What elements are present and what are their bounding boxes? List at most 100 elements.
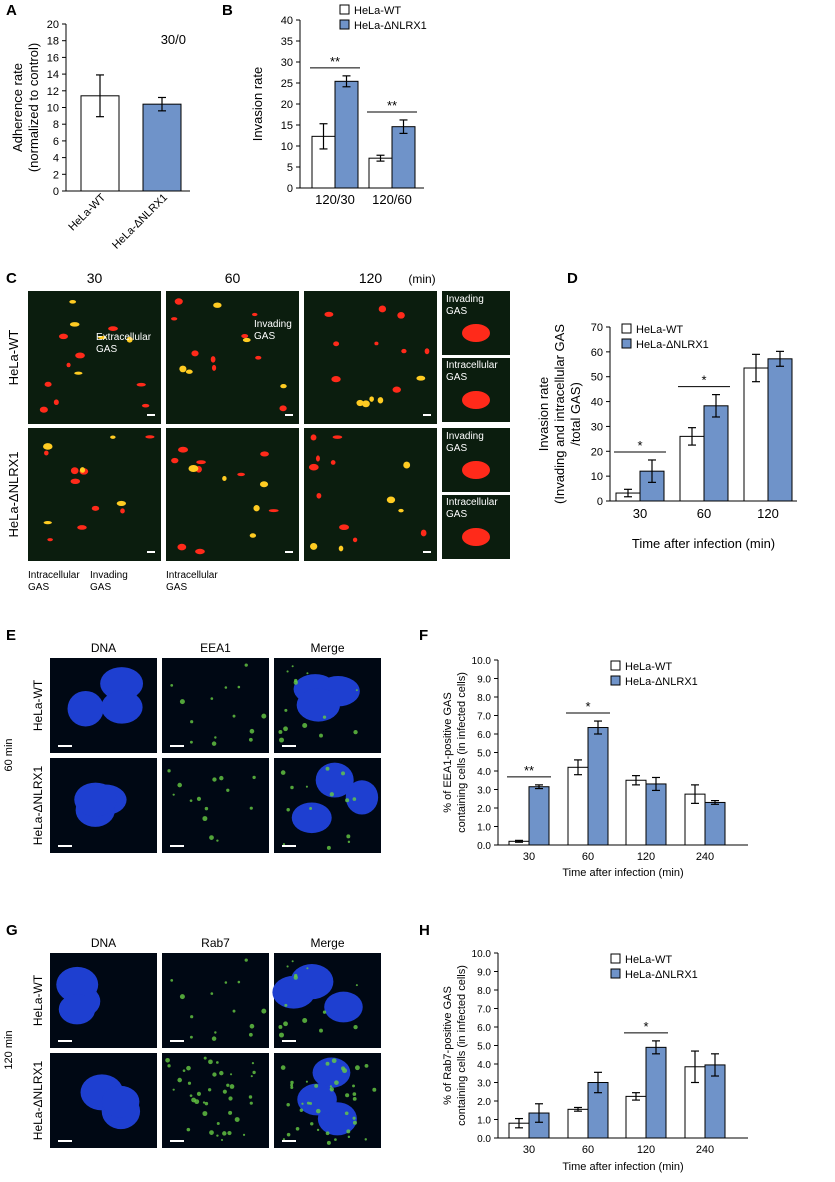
row-label: HeLa-WT [6, 330, 21, 386]
gas-particle [324, 311, 334, 317]
green-signal [293, 975, 298, 980]
y-tick-label: 50 [591, 372, 603, 384]
scale-bar [170, 745, 184, 747]
micrograph [28, 291, 161, 424]
green-signal [187, 1081, 192, 1085]
row-label: HeLa-ΔNLRX1 [6, 452, 21, 538]
green-signal [319, 733, 323, 738]
green-signal [278, 1024, 283, 1029]
bar [645, 783, 667, 846]
green-signal [172, 793, 175, 796]
green-signal [301, 1102, 304, 1105]
bar [334, 80, 359, 189]
y-axis-label: containing cells (in infected cells) [456, 672, 468, 833]
green-signal [352, 1120, 357, 1125]
unit-label: (min) [408, 272, 435, 286]
green-signal [291, 665, 294, 668]
green-signal [286, 807, 290, 812]
micrograph [162, 1053, 269, 1148]
green-signal [204, 806, 209, 811]
gas-particle [377, 397, 384, 404]
green-signal [186, 1065, 191, 1071]
legend-label: HeLa-WT [636, 324, 683, 336]
gas-particle [338, 545, 344, 552]
y-tick-label: 14 [47, 69, 59, 81]
scale-bar [58, 745, 72, 747]
green-signal [299, 1108, 304, 1112]
y-axis-label: (Invading and intracellular GAS [552, 324, 567, 504]
gas-particle [110, 435, 116, 439]
row-label: HeLa-ΔNLRX1 [31, 1060, 45, 1140]
micrograph [166, 291, 299, 424]
green-signal [179, 699, 185, 705]
bar [645, 1046, 667, 1139]
x-tick-label: 60 [582, 1144, 594, 1156]
green-signal [167, 769, 171, 773]
x-tick-label: 30 [523, 851, 535, 863]
green-signal [222, 1131, 227, 1136]
green-signal [261, 713, 267, 719]
panel-letter-f: F [419, 627, 428, 644]
inset-micrograph [442, 495, 510, 559]
green-signal [250, 1075, 253, 1078]
green-signal [210, 697, 214, 700]
green-signal [237, 685, 241, 689]
green-signal [202, 1101, 206, 1104]
x-tick-label: HeLa-ΔNLRX1 [110, 192, 170, 252]
gas-particle [210, 356, 216, 363]
gas-particle [222, 476, 227, 482]
gas-particle [333, 341, 340, 347]
green-signal [280, 1065, 286, 1070]
inset-micrograph [442, 291, 510, 355]
green-signal [295, 1126, 300, 1131]
green-signal [242, 1133, 246, 1136]
gas-particle [70, 478, 81, 485]
green-signal [190, 1015, 194, 1019]
bar [528, 786, 550, 846]
inset-label: GAS [446, 443, 467, 454]
gas-particle [249, 533, 257, 538]
gas-particle [44, 381, 52, 387]
green-signal [353, 1024, 358, 1030]
y-tick-label: 2 [53, 169, 59, 181]
panel-letter-d: D [567, 270, 578, 287]
gas-particle [242, 337, 251, 343]
legend-swatch [621, 338, 632, 349]
green-signal [170, 684, 174, 687]
gas-particle [332, 435, 343, 439]
green-signal [291, 960, 294, 963]
y-tick-label: 16 [47, 52, 59, 64]
green-signal [249, 1101, 253, 1105]
gas-particle [331, 376, 341, 383]
green-signal [352, 1096, 357, 1101]
y-tick-label: 9.0 [477, 968, 491, 979]
green-signal [172, 1088, 175, 1091]
scale-bar [282, 1140, 296, 1142]
gas-particle [398, 508, 404, 513]
gas-particle [213, 302, 222, 308]
gas-particle [69, 322, 80, 327]
green-signal [346, 1129, 351, 1134]
gas-particle [108, 326, 118, 331]
green-signal [182, 1069, 186, 1073]
significance-stars: * [637, 438, 642, 453]
x-tick-label: 240 [696, 1144, 714, 1156]
legend-label: HeLa-ΔNLRX1 [625, 676, 698, 688]
x-tick-label: 60 [697, 506, 711, 521]
y-tick-label: 60 [591, 347, 603, 359]
y-tick-label: 10 [591, 471, 603, 483]
green-signal [216, 839, 219, 842]
y-tick-label: 0 [287, 183, 293, 195]
gas-particle [462, 461, 490, 479]
green-signal [326, 845, 331, 850]
micrograph [304, 428, 437, 561]
green-signal [216, 1061, 219, 1064]
green-signal [220, 1138, 224, 1142]
inset-label: Invading [446, 294, 484, 305]
green-signal [189, 1035, 193, 1039]
inset-label: GAS [446, 372, 467, 383]
green-signal [316, 1128, 320, 1132]
legend-label: HeLa-WT [625, 661, 672, 673]
y-tick-label: 20 [47, 19, 59, 31]
y-tick-label: 4 [53, 153, 59, 165]
